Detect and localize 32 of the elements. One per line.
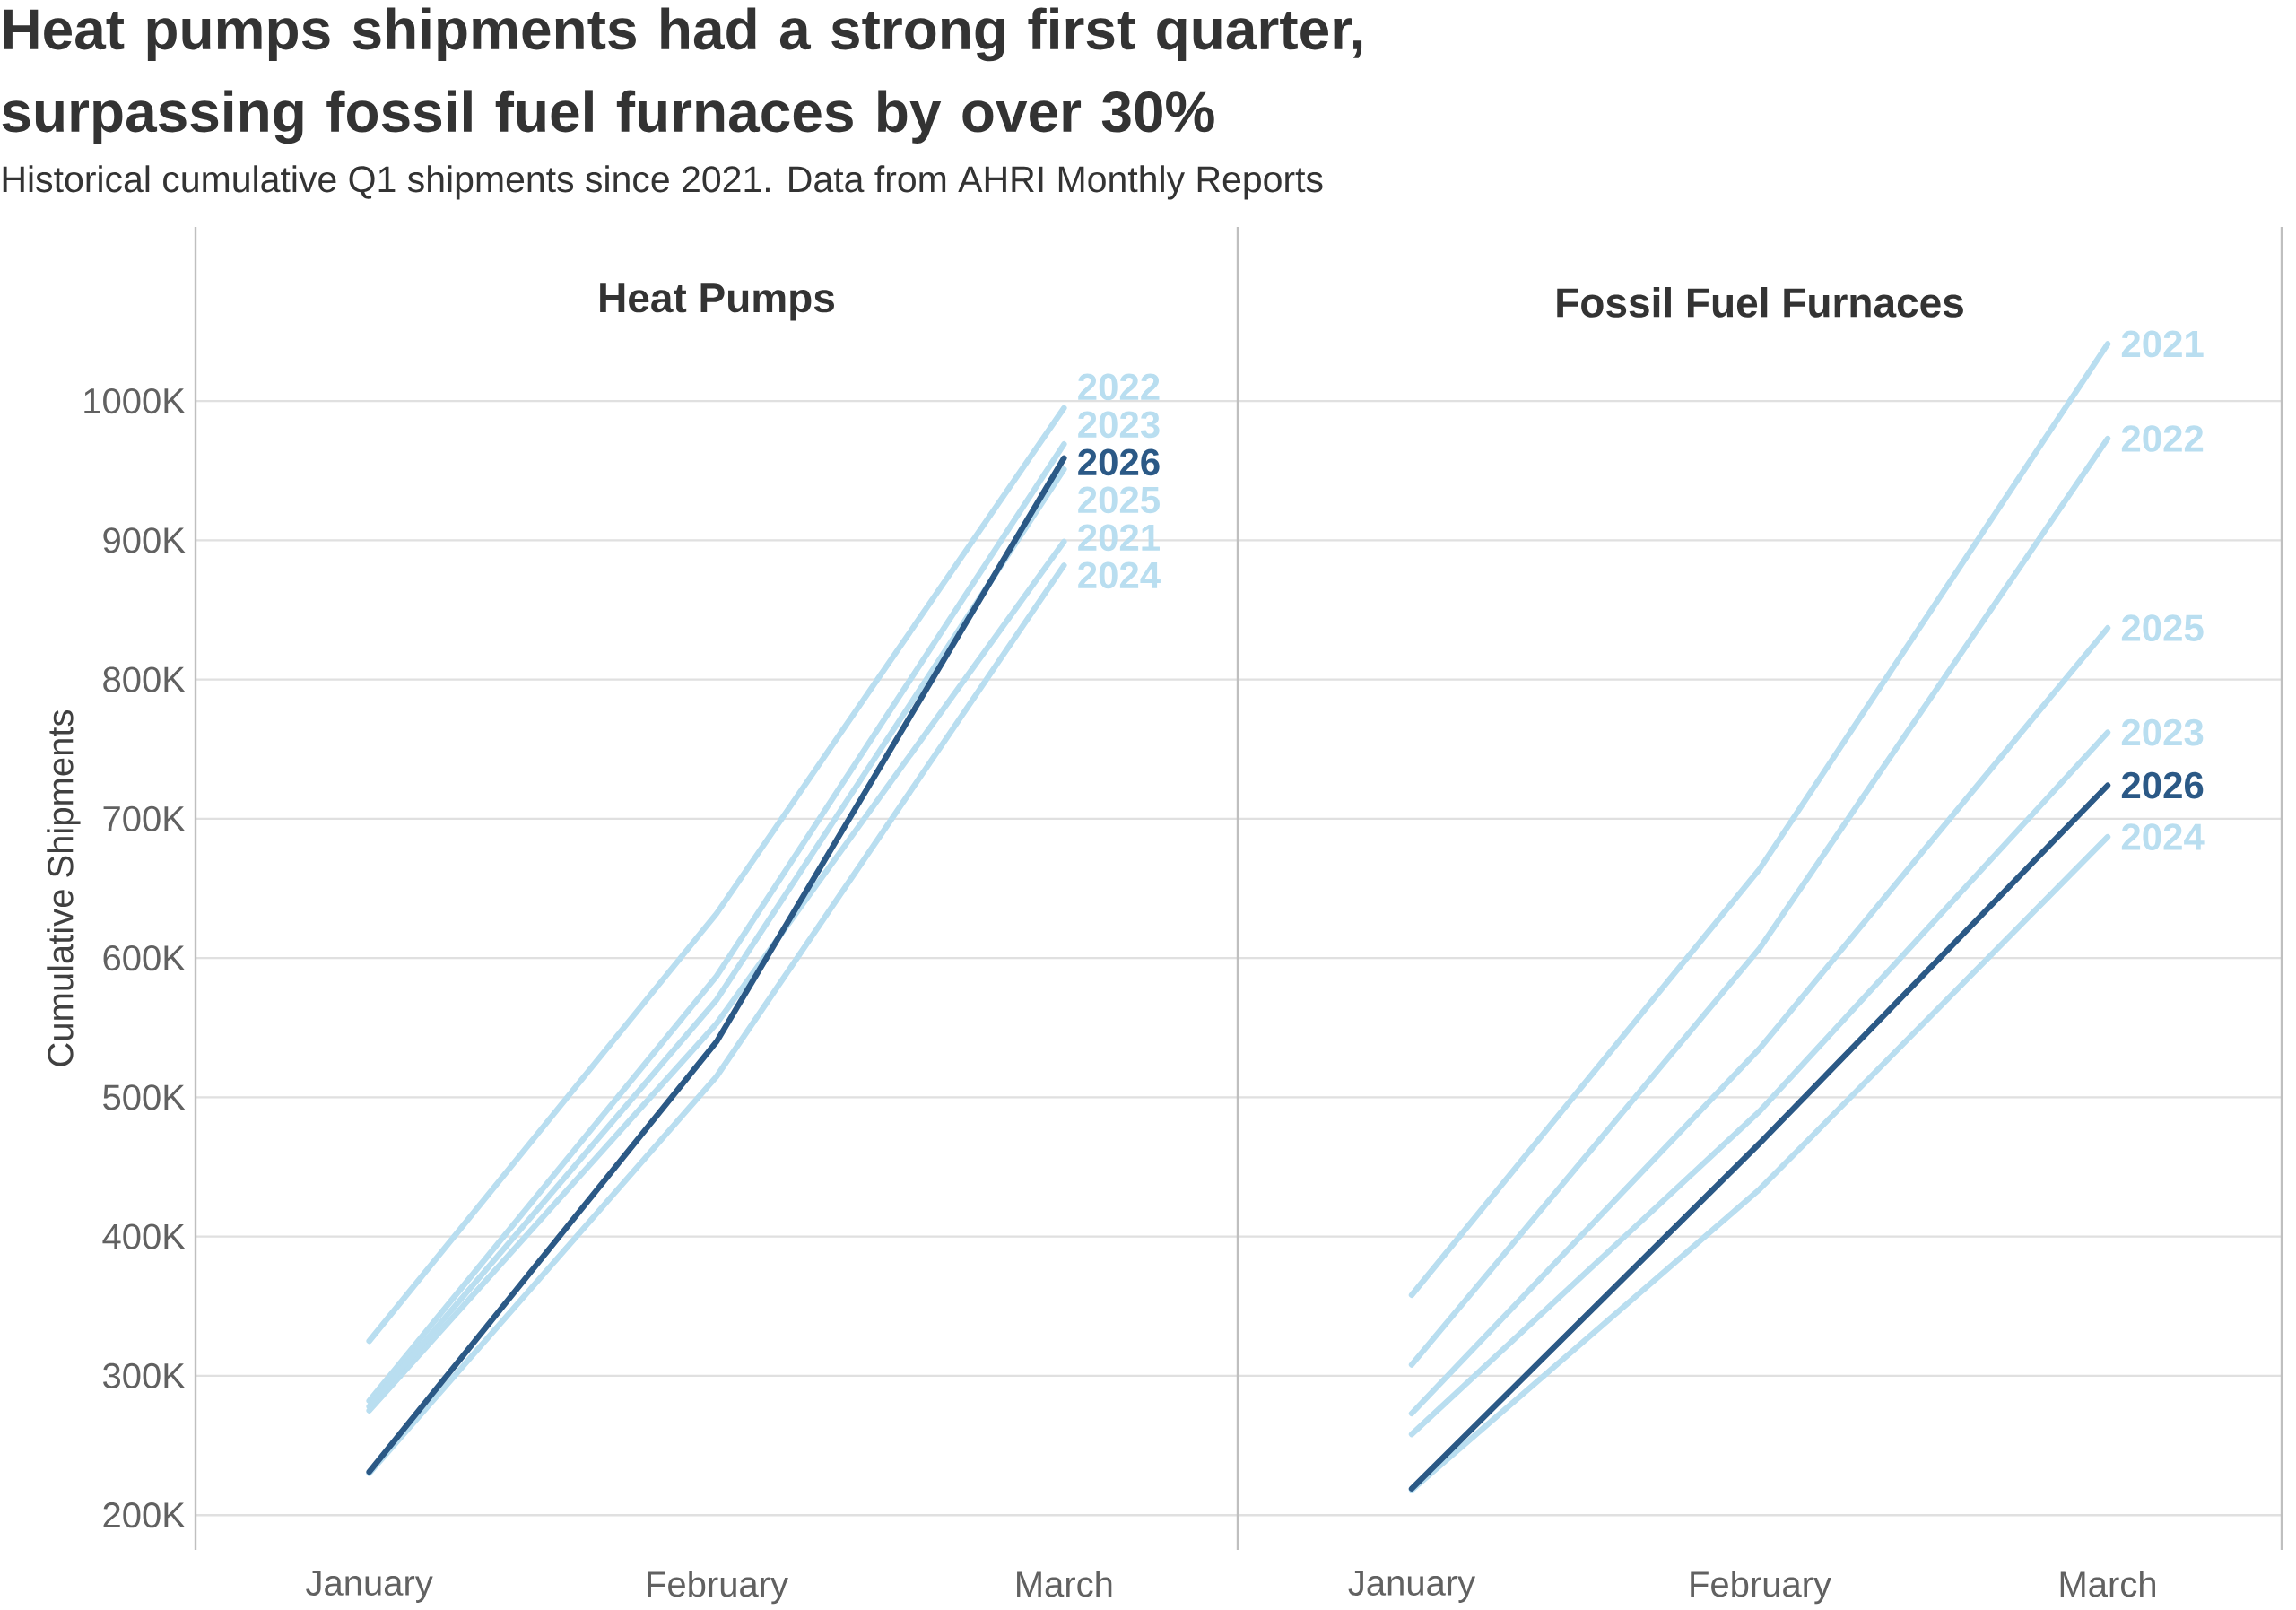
text: Heat Pumps xyxy=(600,283,835,321)
series-label: 2023 xyxy=(1078,411,1160,439)
x-tick-label: February xyxy=(648,1571,788,1605)
y-tick-label: 200K xyxy=(103,1502,186,1528)
y-tick-label: 800K xyxy=(103,666,186,692)
x-tick-label: January xyxy=(306,1571,433,1603)
y-axis-title: Cumulative Shipments xyxy=(47,709,81,1066)
y-tick-label: 300K xyxy=(103,1362,186,1389)
text: Fossil Fuel Furnaces xyxy=(1557,286,1963,318)
series-label: 2021 xyxy=(2121,330,2204,358)
y-tick-label: 900K xyxy=(103,527,186,553)
series-label: 2025 xyxy=(2121,614,2204,642)
x-tick-label: January xyxy=(1348,1571,1476,1603)
y-tick-label: 400K xyxy=(102,1223,186,1249)
series-label: 2021 xyxy=(1078,524,1160,552)
y-tick-label: 500K xyxy=(103,1084,186,1110)
series-label: 2024 xyxy=(2121,823,2205,850)
series-label: 2026 xyxy=(2121,771,2204,799)
text: Historical cumulative Q1 shipments since 2021. Data from AHRI Monthly Reports xyxy=(3,165,1323,200)
series-label: 2022 xyxy=(1078,373,1160,401)
x-tick-label: February xyxy=(1691,1571,1831,1605)
text: Heat pumps shipments had a strong first quarter, surpassing fossil fuel furnaces by over 30% xyxy=(2,7,1362,144)
y-tick-label: 600K xyxy=(103,944,186,971)
series-label: 2022 xyxy=(2121,425,2204,452)
x-tick-label: March xyxy=(1017,1571,1112,1597)
x-tick-label: March xyxy=(2060,1571,2155,1597)
y-tick-label: 700K xyxy=(103,805,186,832)
series-label: 2023 xyxy=(2121,718,2204,746)
series-label: 2026 xyxy=(1078,448,1160,476)
y-tick-label: 1000K xyxy=(84,387,186,414)
series-label: 2025 xyxy=(1078,486,1160,514)
series-label: 2024 xyxy=(1078,561,1161,589)
